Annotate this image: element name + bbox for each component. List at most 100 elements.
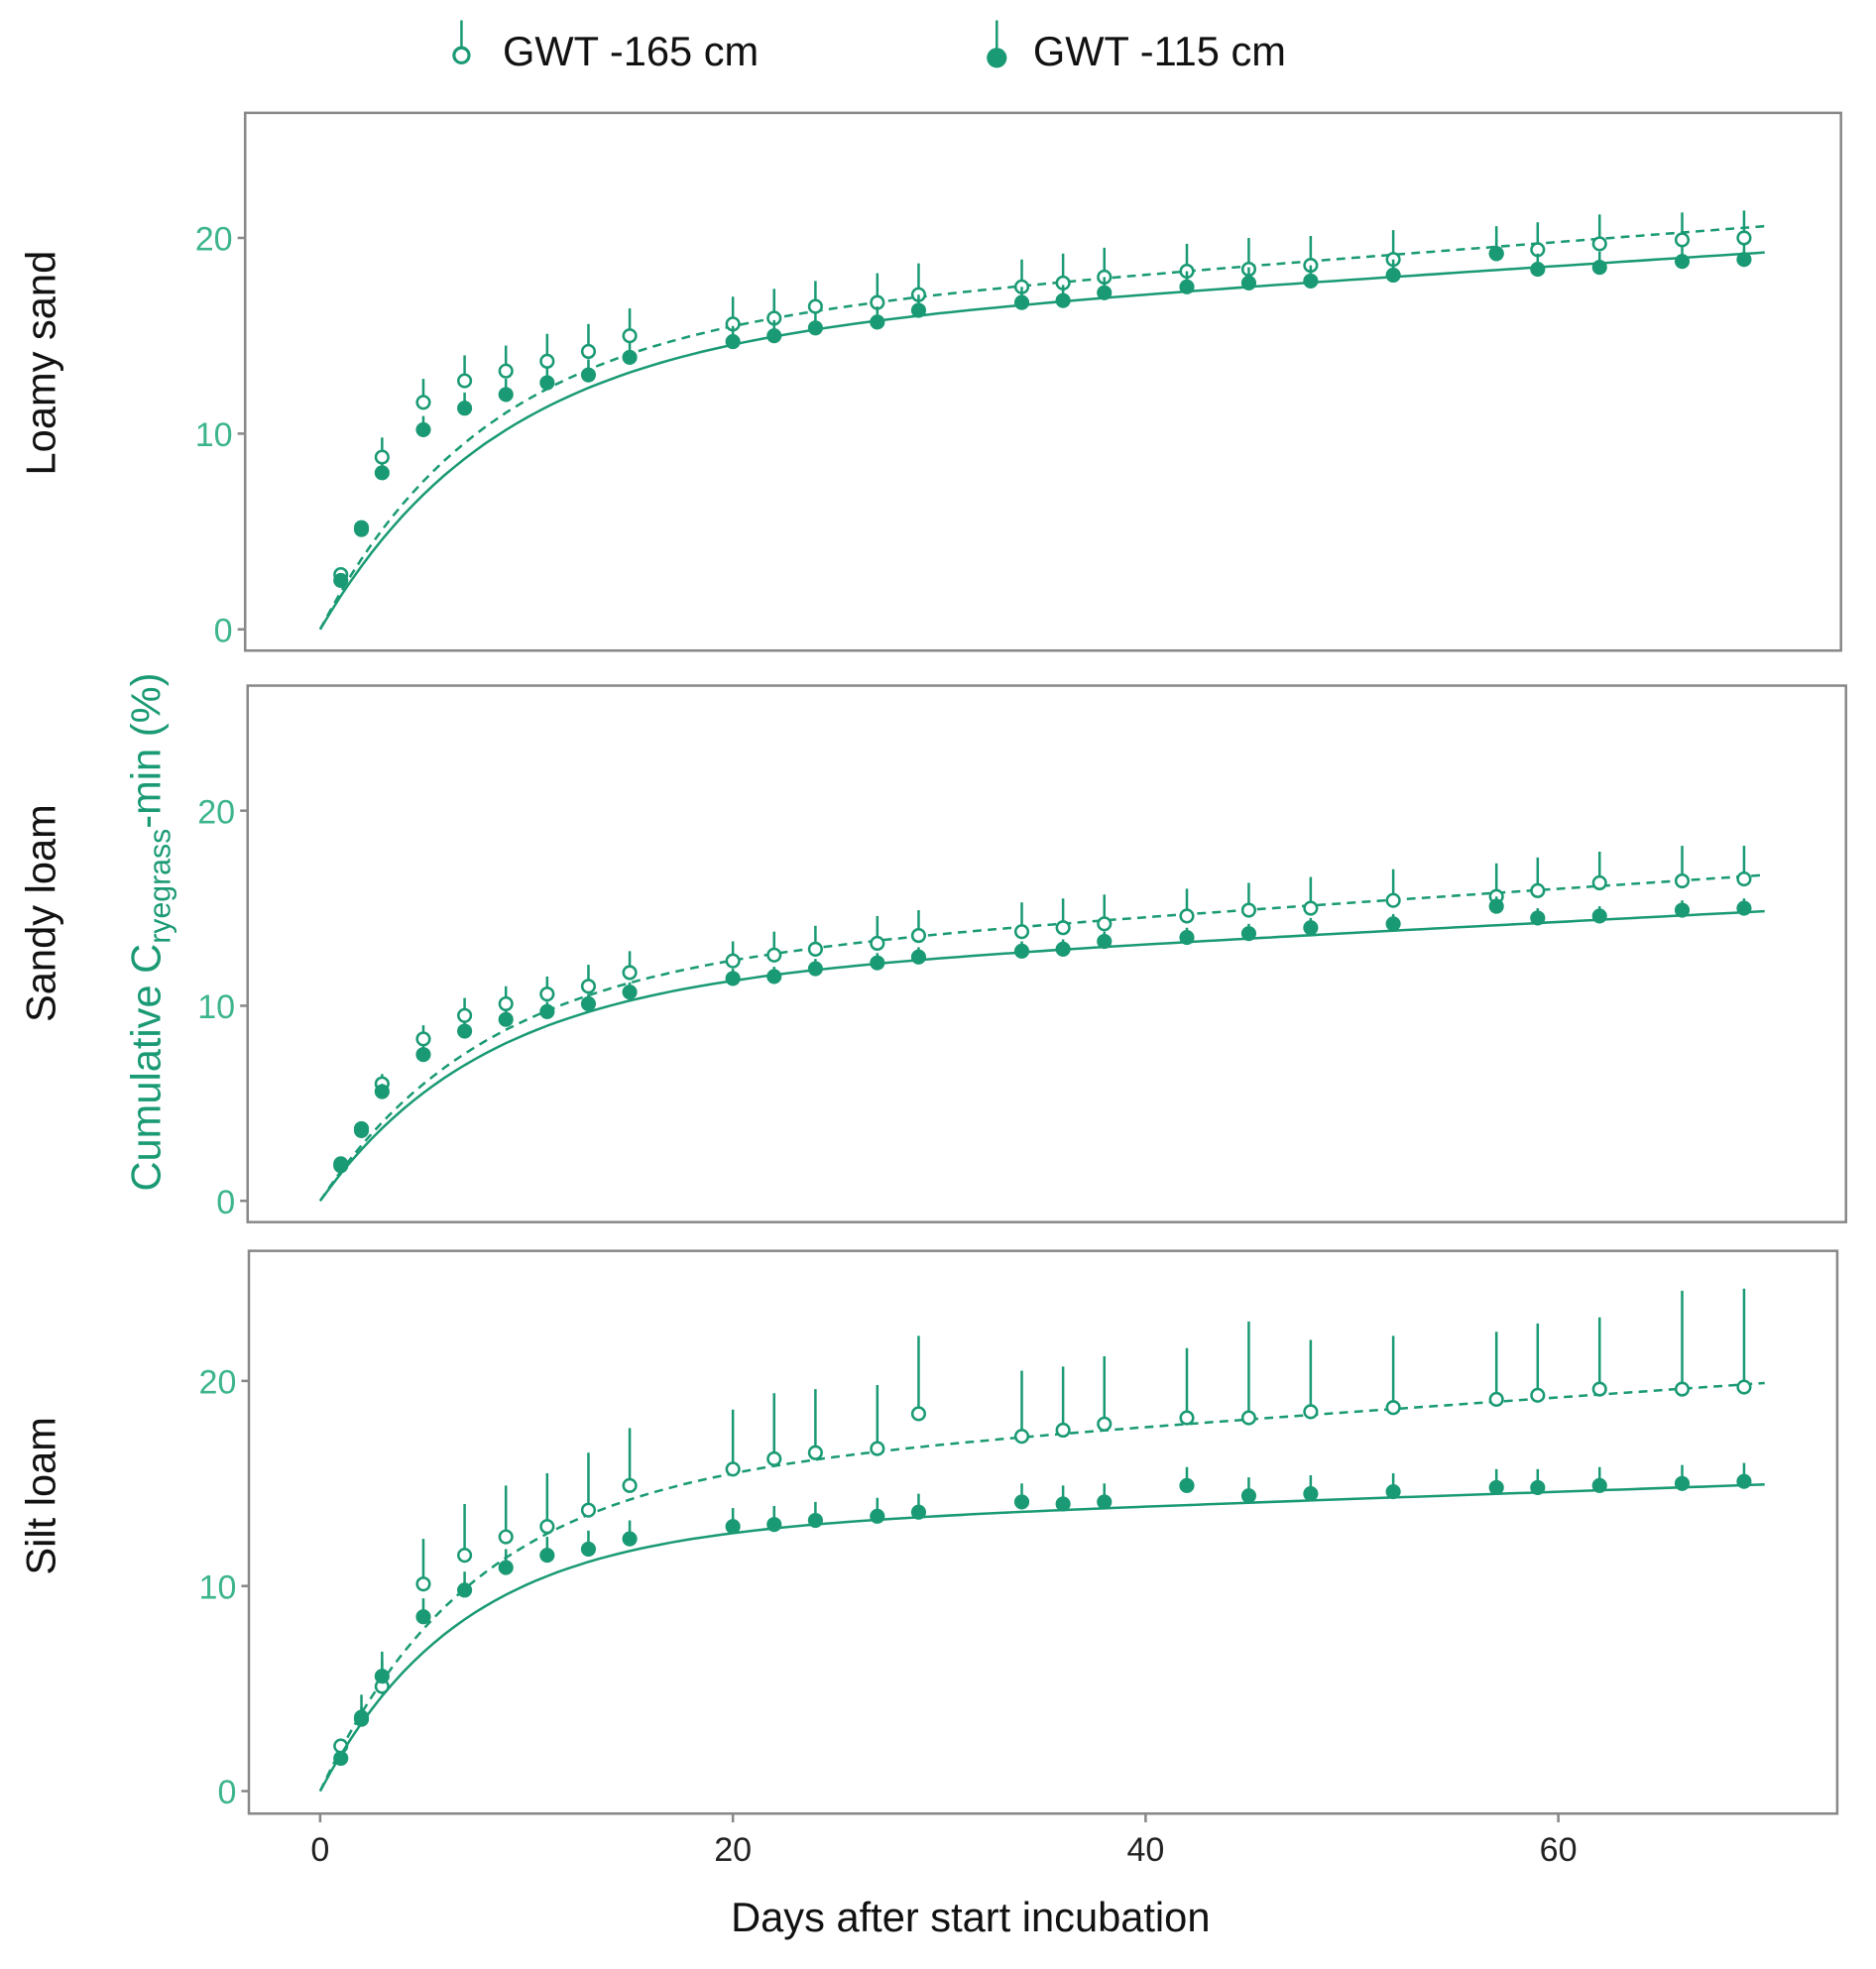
fit-curve-gwt-165 [318, 224, 1765, 631]
data-point-gwt-165 [870, 1441, 885, 1456]
panel-label: Loamy sand [17, 251, 63, 476]
data-point-gwt-115 [910, 302, 927, 318]
data-point-gwt-165 [1736, 870, 1752, 887]
data-point-gwt-115 [457, 1582, 473, 1598]
data-point-gwt-165 [1591, 236, 1607, 252]
data-point-gwt-165 [1674, 1381, 1691, 1397]
data-point-gwt-115 [539, 1548, 555, 1564]
data-point-gwt-115 [1097, 285, 1113, 300]
panel-label: Sandy loam [17, 804, 63, 1022]
data-point-gwt-115 [1013, 1494, 1030, 1510]
data-point-gwt-165 [807, 298, 823, 314]
data-point-gwt-115 [1303, 273, 1319, 289]
data-point-gwt-115 [1385, 1483, 1401, 1500]
fit-curve-gwt-115 [318, 1483, 1765, 1793]
y-tick-label: 0 [214, 612, 233, 649]
data-point-gwt-165 [498, 363, 514, 379]
legend-item-gwt-115: GWT -115 cm [987, 20, 1286, 74]
data-point-gwt-165 [1179, 1410, 1195, 1426]
data-point-gwt-165 [539, 353, 555, 369]
data-point-gwt-115 [1674, 902, 1691, 918]
data-point-gwt-165 [910, 928, 927, 944]
data-point-gwt-165 [457, 1548, 473, 1564]
data-point-gwt-115 [725, 1519, 741, 1535]
data-point-gwt-165 [498, 1529, 514, 1545]
data-point-gwt-165 [766, 1450, 782, 1467]
data-point-gwt-115 [1736, 900, 1752, 916]
data-point-gwt-165 [1303, 900, 1319, 916]
data-point-gwt-115 [1736, 252, 1752, 268]
data-point-gwt-115 [1674, 254, 1691, 270]
panels: Loamy sand 0 10 20 Sandy loam 0 10 20 Silt loam 0… [17, 111, 1847, 1869]
data-point-gwt-165 [580, 343, 597, 360]
x-axis-title: Days after start incubation [731, 1894, 1210, 1940]
data-point-gwt-165 [1591, 874, 1607, 891]
data-point-gwt-115 [1591, 908, 1607, 924]
panel-loamy-sand: Loamy sand 0 10 20 [17, 111, 1842, 652]
data-point-gwt-115 [1736, 1473, 1752, 1489]
data-point-gwt-115 [580, 367, 597, 383]
data-point-gwt-115 [374, 1669, 390, 1684]
data-point-gwt-115 [1591, 260, 1607, 276]
data-point-gwt-165 [1591, 1381, 1607, 1397]
data-point-gwt-115 [1591, 1477, 1607, 1493]
data-point-gwt-115 [622, 349, 638, 365]
data-point-gwt-115 [353, 1122, 370, 1138]
data-point-gwt-115 [1055, 292, 1071, 308]
data-point-gwt-115 [1530, 261, 1546, 278]
data-point-gwt-115 [580, 995, 597, 1012]
data-point-gwt-115 [622, 984, 638, 1000]
data-point-gwt-165 [415, 1031, 431, 1047]
data-point-gwt-165 [1674, 872, 1691, 889]
data-point-gwt-165 [457, 1007, 473, 1023]
fit-curve-gwt-165 [318, 873, 1765, 1202]
data-point-gwt-115 [1385, 267, 1401, 284]
data-point-gwt-115 [1385, 916, 1401, 932]
data-point-gwt-115 [374, 465, 390, 481]
data-point-gwt-115 [333, 1750, 349, 1767]
data-point-gwt-115 [1097, 1494, 1113, 1510]
data-point-gwt-165 [1055, 1422, 1071, 1439]
data-point-gwt-115 [807, 320, 823, 336]
data-point-gwt-115 [910, 1504, 927, 1520]
data-point-gwt-115 [1240, 926, 1257, 942]
data-point-gwt-165 [1097, 1416, 1113, 1432]
data-point-gwt-115 [457, 1023, 473, 1039]
data-point-gwt-115 [807, 1512, 823, 1529]
y-tick-label: 0 [217, 1774, 236, 1811]
data-point-gwt-165 [622, 965, 638, 981]
panel-frame [247, 1249, 1839, 1815]
data-point-gwt-115 [766, 1517, 782, 1533]
data-point-gwt-165 [1013, 924, 1030, 940]
data-point-gwt-115 [1013, 943, 1030, 959]
data-point-gwt-115 [415, 1609, 431, 1625]
y-tick-label: 20 [195, 221, 233, 259]
data-point-gwt-165 [725, 953, 741, 969]
x-tick-label: 20 [714, 1831, 752, 1869]
data-point-gwt-115 [1055, 941, 1071, 957]
data-point-gwt-165 [807, 941, 823, 957]
data-point-gwt-165 [539, 1519, 555, 1535]
data-point-gwt-165 [1013, 1429, 1030, 1445]
data-point-gwt-165 [374, 449, 390, 465]
data-point-gwt-115 [1530, 1479, 1546, 1495]
panel-silt-loam: Silt loam 0 10 20 0 20 40 60 [17, 1249, 1839, 1869]
data-point-gwt-115 [807, 961, 823, 977]
fit-curve-gwt-115 [318, 909, 1765, 1202]
data-point-gwt-165 [1303, 1404, 1319, 1420]
data-point-gwt-165 [1240, 1410, 1257, 1426]
y-tick-label: 0 [216, 1184, 235, 1221]
legend: GWT -165 cm GWT -115 cm [452, 20, 1286, 74]
data-point-gwt-115 [415, 421, 431, 438]
data-point-gwt-115 [1674, 1475, 1691, 1491]
data-point-gwt-115 [766, 969, 782, 984]
data-point-gwt-165 [1240, 902, 1257, 918]
data-point-gwt-165 [1385, 1400, 1401, 1416]
data-point-gwt-115 [1530, 910, 1546, 926]
panel-frame [246, 684, 1847, 1223]
y-tick-label: 10 [197, 988, 235, 1026]
y-tick-label: 10 [199, 1568, 237, 1606]
data-point-gwt-165 [580, 1502, 597, 1518]
data-point-gwt-115 [1013, 294, 1030, 310]
